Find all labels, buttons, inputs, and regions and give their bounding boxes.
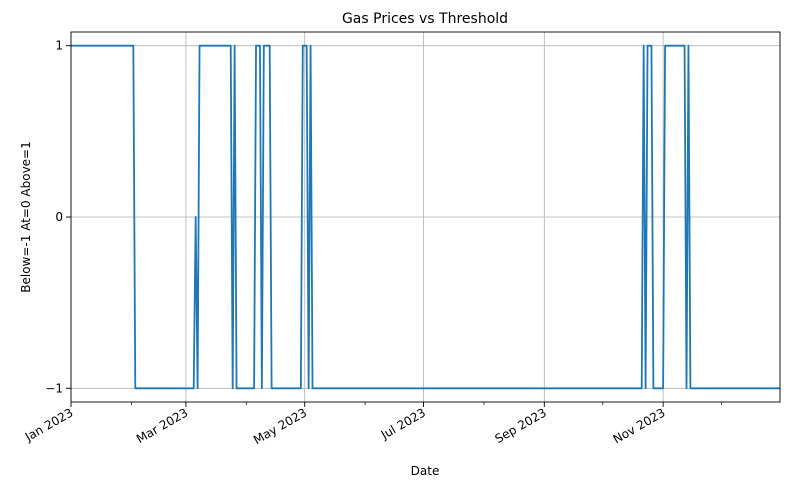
y-tick-label: 1 [55, 39, 63, 53]
plot-area [71, 44, 780, 390]
y-tick-label: −1 [45, 381, 63, 395]
chart-title: Gas Prices vs Threshold [342, 11, 508, 27]
y-axis-label: Below=-1 At=0 Above=1 [19, 141, 33, 293]
y-tick-label: 0 [55, 210, 63, 224]
x-axis-label: Date [411, 464, 440, 478]
series-line [71, 44, 780, 390]
y-axis: −1 0 1 [45, 39, 71, 395]
